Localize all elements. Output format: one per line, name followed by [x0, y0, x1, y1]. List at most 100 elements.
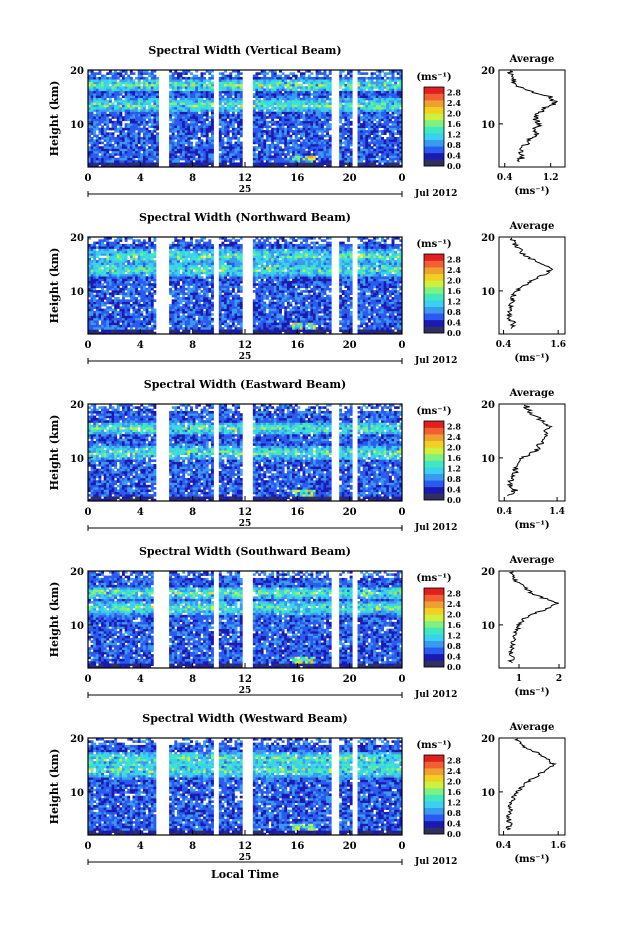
heatmap-cell	[145, 113, 149, 117]
heatmap-cell	[396, 76, 400, 80]
heatmap-cell	[386, 97, 390, 101]
heatmap-cell	[132, 123, 136, 126]
heatmap-cell	[145, 90, 149, 94]
heatmap-cell	[221, 141, 225, 145]
heatmap-cell	[111, 76, 115, 80]
heatmap-cell	[357, 132, 361, 135]
heatmap-cell	[197, 76, 201, 80]
heatmap-cell	[140, 143, 144, 147]
heatmap-cell	[265, 76, 269, 80]
heatmap-cell	[95, 86, 99, 89]
heatmap-cell	[276, 148, 280, 152]
heatmap-cell	[101, 290, 104, 293]
heatmap-cell	[114, 331, 118, 335]
heatmap-cell	[315, 111, 319, 115]
heatmap-cell	[328, 100, 332, 103]
heatmap-cell	[347, 141, 350, 145]
heatmap-cell	[347, 148, 350, 152]
heatmap-cell	[90, 327, 94, 330]
heatmap-cell	[132, 248, 136, 252]
heatmap-cell	[127, 271, 131, 275]
heatmap-cell	[135, 253, 139, 256]
heatmap-cell	[140, 162, 144, 165]
heatmap-cell	[231, 146, 235, 149]
heatmap-cell	[396, 111, 400, 115]
heatmap-cell	[362, 155, 366, 159]
heatmap-cell	[224, 120, 227, 124]
heatmap-cell	[294, 123, 298, 126]
heatmap-cell	[129, 102, 133, 105]
heatmap-cell	[370, 100, 374, 103]
heatmap-cell	[137, 239, 141, 242]
heatmap-cell	[145, 83, 149, 87]
heatmap-cell	[313, 120, 316, 124]
heatmap-cell	[95, 123, 99, 126]
heatmap-cell	[349, 134, 353, 138]
heatmap-cell	[124, 97, 128, 101]
heatmap-cell	[150, 134, 154, 138]
heatmap-cell	[195, 70, 199, 73]
heatmap-cell	[95, 285, 99, 289]
heatmap-cell	[108, 100, 112, 103]
heatmap-cell	[140, 88, 144, 92]
heatmap-cell	[132, 264, 136, 268]
heatmap-cell	[195, 118, 199, 122]
heatmap-cell	[273, 90, 277, 94]
heatmap-cell	[114, 141, 118, 145]
heatmap-cell	[258, 157, 261, 161]
heatmap-cell	[388, 134, 392, 138]
heatmap-cell	[103, 269, 107, 272]
heatmap-cell	[339, 157, 343, 161]
heatmap-cell	[347, 83, 350, 87]
heatmap-cell	[98, 123, 102, 126]
heatmap-cell	[142, 241, 146, 245]
heatmap-cell	[328, 153, 332, 156]
heatmap-cell	[205, 134, 209, 138]
heatmap-cell	[182, 164, 186, 168]
heatmap-cell	[122, 76, 125, 80]
heatmap-cell	[114, 317, 118, 321]
heatmap-cell	[305, 120, 309, 124]
heatmap-cell	[101, 109, 104, 112]
heatmap-cell	[229, 81, 233, 85]
heatmap-cell	[93, 310, 97, 314]
heatmap-cell	[137, 327, 141, 330]
heatmap-cell	[273, 116, 277, 119]
heatmap-cell	[127, 150, 131, 154]
heatmap-cell	[373, 95, 377, 99]
heatmap-cell	[313, 148, 316, 152]
heatmap-cell	[101, 317, 104, 321]
heatmap-cell	[132, 299, 136, 302]
heatmap-cell	[205, 132, 209, 135]
heatmap-cell	[145, 331, 149, 335]
heatmap-cell	[362, 162, 366, 165]
heatmap-cell	[268, 109, 272, 112]
heatmap-cell	[171, 90, 175, 94]
heatmap-cell	[88, 74, 91, 78]
heatmap-cell	[116, 317, 120, 321]
heatmap-cell	[93, 120, 97, 124]
heatmap-cell	[106, 139, 110, 142]
heatmap-cell	[273, 102, 277, 105]
heatmap-cell	[239, 100, 243, 103]
heatmap-cell	[150, 157, 154, 161]
heatmap-cell	[122, 313, 125, 316]
heatmap-cell	[145, 324, 149, 328]
heatmap-cell	[114, 257, 118, 261]
heatmap-cell	[88, 301, 91, 305]
heatmap-cell	[229, 93, 233, 96]
heatmap-cell	[258, 139, 261, 142]
heatmap-cell	[357, 153, 361, 156]
heatmap-cell	[362, 79, 366, 82]
heatmap-cell	[218, 83, 222, 87]
heatmap-cell	[307, 95, 311, 99]
heatmap-cell	[137, 160, 141, 163]
heatmap-cell	[98, 111, 102, 115]
heatmap-cell	[292, 157, 296, 161]
heatmap-cell	[318, 134, 322, 138]
heatmap-cell	[265, 116, 269, 119]
heatmap-cell	[284, 88, 288, 92]
heatmap-cell	[391, 130, 395, 133]
heatmap-cell	[297, 143, 301, 147]
heatmap-cell	[310, 136, 314, 140]
